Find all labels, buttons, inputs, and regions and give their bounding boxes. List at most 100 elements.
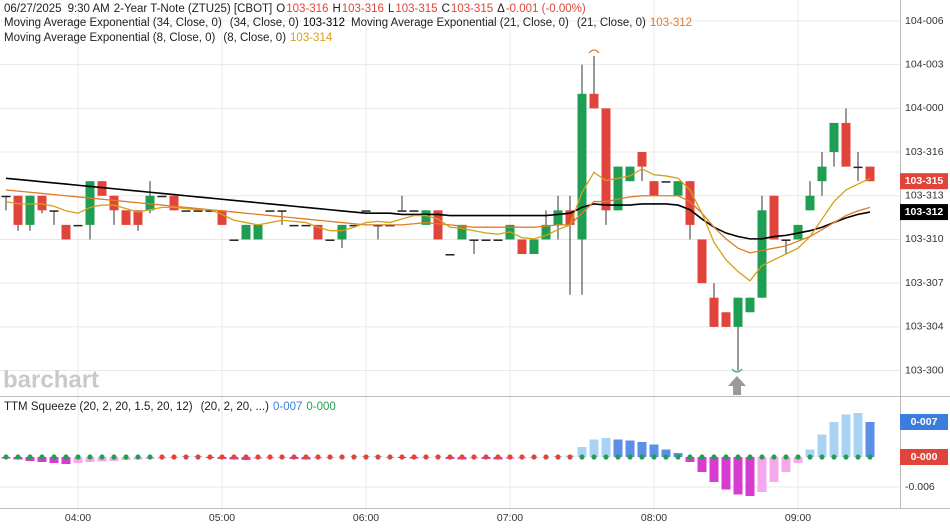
x-tick-label: 05:00 (209, 512, 235, 524)
candle-body (865, 166, 875, 182)
ema-line (5, 189, 871, 254)
candle-body (685, 181, 695, 225)
squeeze-dot (423, 454, 429, 460)
histogram-bar (865, 422, 875, 457)
squeeze-dot (387, 454, 393, 460)
candle-body (49, 210, 59, 212)
squeeze-dot (747, 454, 753, 460)
candle-body (589, 93, 599, 109)
histogram-bar (853, 413, 863, 457)
squeeze-dot (363, 454, 369, 460)
squeeze-dot (255, 454, 261, 460)
squeeze-dot (123, 454, 129, 460)
squeeze-dot (207, 454, 213, 460)
squeeze-dot (435, 454, 441, 460)
legend-line: Moving Average Exponential (34, Close, 0… (4, 17, 692, 29)
legend-text: -0.001 (-0.00%) (506, 3, 586, 15)
candle-body (289, 224, 299, 227)
candle-body (781, 239, 791, 241)
plot-area (1, 55, 875, 496)
candle-body (529, 239, 539, 255)
y-tick-label: 103-300 (905, 364, 944, 376)
candle-body (169, 195, 179, 211)
histogram-bar (73, 457, 83, 463)
legend-text: 06/27/2025 (4, 3, 62, 15)
squeeze-dot (699, 454, 705, 460)
histogram-bar (733, 457, 743, 495)
legend-line: TTM Squeeze (20, 2, 20, 1.5, 20, 12) (20,… (4, 401, 336, 413)
legend-text: 103-315 (451, 3, 493, 15)
squeeze-dot (615, 454, 621, 460)
squeeze-dot (87, 454, 93, 460)
candle-body (445, 254, 455, 256)
watermark: barchart (3, 366, 99, 393)
candle-body (853, 166, 863, 169)
squeeze-dot (639, 454, 645, 460)
y-tick-label: 103-316 (905, 146, 944, 158)
histogram-bar (625, 440, 635, 457)
legend-line: Moving Average Exponential (8, Close, 0)… (4, 32, 333, 44)
squeeze-dot (315, 454, 321, 460)
high-marker (588, 49, 600, 54)
legend: 06/27/2025 9:30 AM 2-Year T-Note (ZTU25) [… (4, 3, 692, 413)
legend-text: 103-312 (650, 17, 692, 29)
legend-text: Δ (497, 3, 505, 15)
candle-body (817, 166, 827, 182)
legend-text: 103-316 (286, 3, 328, 15)
squeeze-dot (51, 454, 57, 460)
candle-body (253, 224, 263, 240)
candle-body (397, 210, 407, 212)
squeeze-dot (135, 454, 141, 460)
squeeze-dot (279, 454, 285, 460)
header-line: 06/27/2025 9:30 AM 2-Year T-Note (ZTU25) [… (4, 3, 586, 15)
price-badge-label: 103-315 (905, 175, 944, 187)
candle-body (625, 166, 635, 182)
legend-text: (21, Close, 0) (577, 17, 646, 29)
x-tick-label: 07:00 (497, 512, 523, 524)
ema-line (5, 168, 871, 282)
candle-body (637, 152, 647, 167)
candle-body (85, 181, 95, 225)
candle-body (541, 224, 551, 240)
value-badge (900, 414, 948, 430)
legend-text: 0-000 (306, 401, 335, 413)
candle-body (181, 210, 191, 212)
histogram-bar (769, 457, 779, 482)
squeeze-dot (303, 454, 309, 460)
y-tick-label: -0.006 (905, 481, 935, 493)
squeeze-dot (663, 454, 669, 460)
candle-body (769, 195, 779, 240)
candle-body (841, 122, 851, 167)
legend-text: 103-312 (303, 17, 345, 29)
candle-body (301, 224, 311, 227)
histogram-bar (697, 457, 707, 472)
squeeze-dot (219, 454, 225, 460)
histogram-bar (61, 457, 71, 464)
candle-body (109, 195, 119, 211)
squeeze-dot (411, 454, 417, 460)
squeeze-dot (495, 454, 501, 460)
squeeze-dot (351, 454, 357, 460)
legend-text: (20, 2, 20, ...) (201, 401, 270, 413)
squeeze-dot (519, 454, 525, 460)
y-tick-label: 104-000 (905, 102, 944, 114)
squeeze-dot (267, 454, 273, 460)
grid (0, 0, 900, 508)
squeeze-dot (471, 454, 477, 460)
candle-body (553, 210, 563, 225)
squeeze-dot (291, 454, 297, 460)
legend-text: TTM Squeeze (20, 2, 20, 1.5, 20, 12) (4, 401, 193, 413)
signal-arrow (728, 376, 746, 395)
y-tick-label: 103-304 (905, 321, 944, 333)
histogram-bar (841, 414, 851, 457)
price-badge (900, 173, 948, 190)
squeeze-dot (819, 454, 825, 460)
candle-body (577, 93, 587, 240)
legend-text: 0-007 (273, 401, 302, 413)
x-tick-label: 04:00 (65, 512, 91, 524)
candle-body (13, 195, 23, 225)
candle-body (457, 224, 467, 240)
squeeze-dot (651, 454, 657, 460)
squeeze-dot (579, 454, 585, 460)
